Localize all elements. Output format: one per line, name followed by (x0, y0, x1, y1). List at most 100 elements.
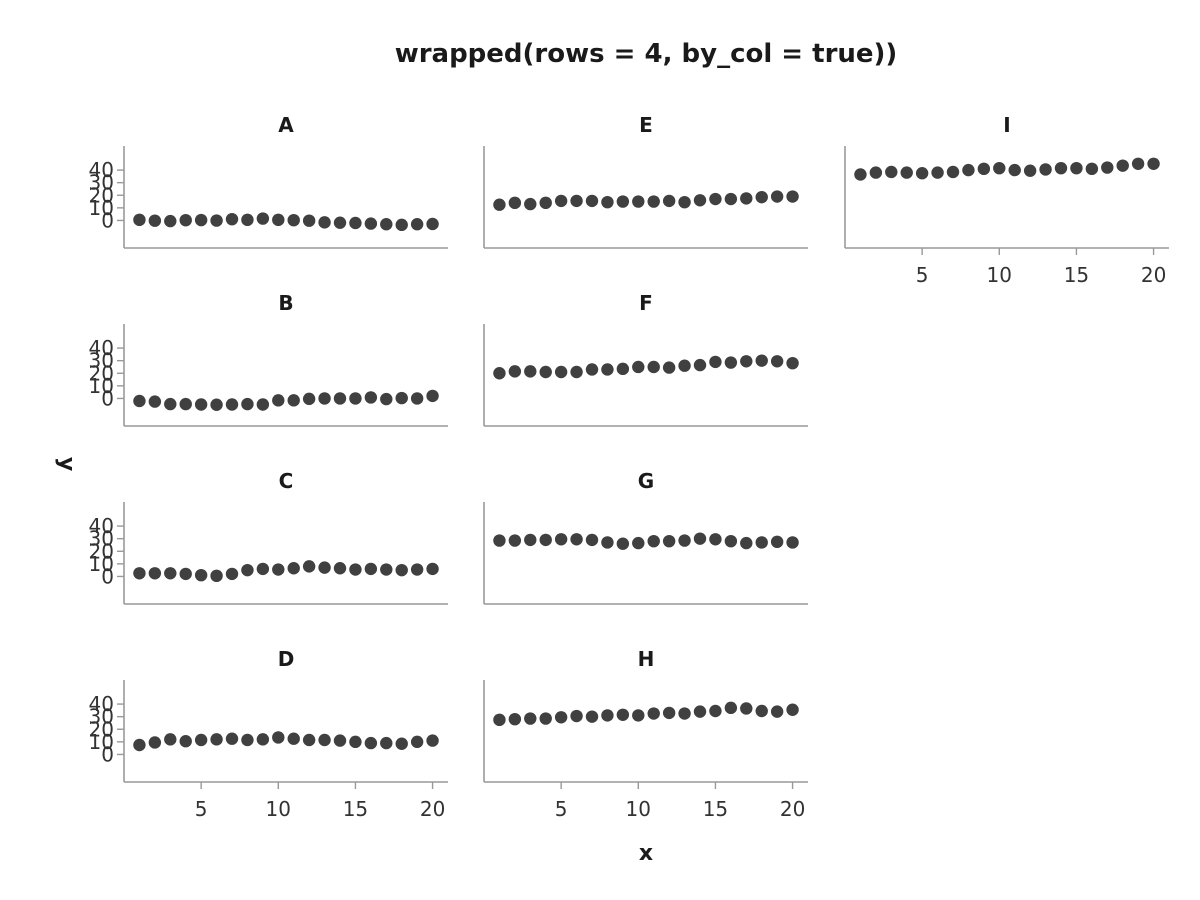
data-point (426, 562, 439, 576)
data-point (539, 365, 552, 379)
data-point (349, 216, 362, 230)
data-point (194, 213, 208, 227)
data-point (426, 217, 439, 231)
data-point (364, 391, 378, 404)
data-point (693, 194, 707, 207)
data-point (740, 702, 753, 715)
data-point (302, 214, 316, 227)
data-point (318, 392, 331, 405)
facet-panels: A010203040B010203040C010203040D010203040… (89, 113, 1169, 821)
data-point (410, 563, 424, 576)
data-point (508, 365, 522, 378)
data-point (554, 194, 568, 208)
data-point (662, 706, 676, 720)
data-point (179, 567, 192, 581)
data-point (724, 192, 738, 206)
y-tick-label: 10 (89, 196, 114, 220)
data-point (1039, 163, 1052, 176)
data-point (210, 733, 223, 746)
data-point (241, 213, 254, 227)
data-point (287, 213, 300, 227)
data-point (380, 563, 393, 576)
data-point (524, 712, 537, 725)
y-tick-label: 20 (89, 183, 114, 207)
data-point (885, 165, 898, 179)
data-point (1070, 161, 1083, 175)
panel-title: B (278, 291, 293, 315)
data-point (302, 733, 316, 747)
data-point (539, 196, 552, 210)
x-tick-label: 10 (266, 797, 291, 821)
data-point (1054, 161, 1068, 175)
data-point (194, 398, 208, 411)
y-tick-label: 10 (89, 730, 114, 754)
x-tick-label: 15 (703, 797, 728, 821)
y-tick-label: 20 (89, 539, 114, 563)
y-tick-label: 40 (89, 692, 114, 716)
data-point (1085, 162, 1099, 176)
data-point (915, 167, 929, 180)
data-point (678, 707, 691, 720)
data-point (426, 389, 439, 403)
data-point (179, 397, 192, 411)
panel-title: I (1003, 113, 1010, 137)
data-point (179, 213, 192, 227)
data-point (977, 162, 991, 176)
data-point (1101, 161, 1114, 174)
data-point (662, 361, 676, 374)
data-point (272, 563, 285, 576)
data-point (724, 356, 738, 369)
data-point (854, 168, 867, 181)
data-point (410, 392, 424, 405)
data-point (395, 737, 408, 750)
data-point (318, 561, 331, 574)
data-point (179, 735, 192, 748)
data-point (601, 536, 614, 549)
data-point (709, 533, 722, 546)
data-point (410, 218, 424, 231)
y-tick-label: 10 (89, 552, 114, 576)
data-point (225, 212, 239, 226)
data-point (241, 397, 254, 411)
data-point (647, 534, 660, 548)
data-point (133, 394, 146, 408)
data-point (210, 214, 223, 227)
data-point (770, 355, 784, 368)
data-point (740, 192, 753, 205)
data-point (993, 161, 1006, 175)
data-point (678, 359, 691, 372)
data-point (364, 217, 378, 230)
panel-title: G (638, 469, 654, 493)
y-tick-label: 0 (101, 742, 114, 766)
data-point (164, 733, 177, 746)
data-point (647, 195, 660, 208)
data-point (585, 363, 599, 376)
data-point (601, 195, 614, 209)
data-point (148, 214, 162, 227)
data-point (709, 704, 722, 718)
data-point (632, 360, 645, 374)
data-point (770, 535, 784, 549)
data-point (946, 165, 960, 179)
data-point (164, 397, 177, 411)
data-point (755, 354, 768, 367)
y-tick-label: 10 (89, 374, 114, 398)
facet-panel-e: E (483, 113, 808, 249)
data-point (585, 533, 599, 547)
data-point (493, 713, 506, 727)
x-tick-label: 20 (420, 797, 445, 821)
facet-panel-g: G (483, 469, 808, 605)
data-point (616, 537, 630, 550)
data-point (554, 533, 568, 546)
data-point (380, 736, 393, 750)
data-point (601, 709, 614, 722)
data-point (616, 362, 630, 376)
data-point (539, 533, 552, 547)
data-point (210, 398, 223, 411)
panel-title: D (278, 647, 295, 671)
x-tick-label: 15 (1064, 263, 1089, 287)
data-point (755, 190, 768, 204)
data-point (740, 536, 753, 550)
